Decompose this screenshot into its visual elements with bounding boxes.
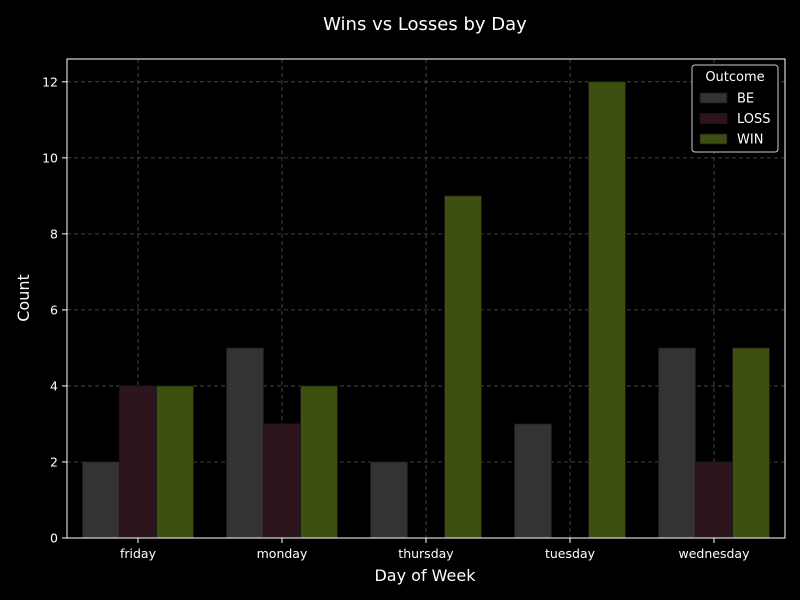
bar-be-monday	[226, 347, 264, 539]
x-tick-label: thursday	[398, 546, 454, 561]
y-tick-label: 2	[50, 454, 58, 469]
bar-be-tuesday	[514, 423, 552, 539]
legend-label-loss: LOSS	[737, 112, 771, 127]
x-tick-label: monday	[257, 546, 308, 561]
bar-be-wednesday	[658, 347, 696, 539]
bar-be-friday	[82, 461, 120, 539]
x-axis-title: Day of Week	[374, 566, 476, 585]
chart-title: Wins vs Losses by Day	[323, 14, 527, 35]
bar-win-wednesday	[732, 347, 770, 539]
y-tick-label: 12	[42, 74, 58, 89]
legend-swatch-win	[699, 133, 728, 145]
y-tick-label: 0	[50, 531, 58, 546]
bar-loss-friday	[119, 385, 157, 539]
bar-win-friday	[156, 385, 194, 539]
x-tick-label: friday	[120, 546, 157, 561]
legend-frame	[691, 64, 779, 153]
y-tick-label: 8	[50, 226, 58, 241]
bar-win-tuesday	[588, 81, 626, 539]
x-axis: friday monday thursday tuesday wednesday	[120, 538, 750, 561]
legend-swatch-loss	[699, 113, 728, 124]
y-axis-title: Count	[14, 274, 33, 322]
legend-label-be: BE	[737, 92, 754, 107]
bar-loss-wednesday	[695, 461, 733, 539]
legend-items: BE LOSS WIN	[699, 92, 771, 148]
legend-title: Outcome	[705, 70, 764, 85]
x-tick-label: tuesday	[545, 546, 596, 561]
y-tick-label: 6	[50, 302, 58, 317]
y-tick-label: 10	[42, 150, 58, 165]
legend: Outcome BE LOSS WIN	[691, 64, 779, 153]
bar-win-monday	[300, 385, 338, 539]
legend-label-win: WIN	[737, 133, 763, 148]
bar-be-thursday	[370, 461, 408, 539]
bars-layer	[82, 81, 770, 539]
legend-swatch-be	[699, 92, 728, 104]
bar-loss-monday	[263, 423, 301, 539]
x-tick-label: wednesday	[679, 546, 751, 561]
bar-win-thursday	[444, 195, 482, 539]
y-axis: 0 2 4 6 8 10 12	[42, 74, 67, 546]
y-tick-label: 4	[50, 378, 58, 393]
